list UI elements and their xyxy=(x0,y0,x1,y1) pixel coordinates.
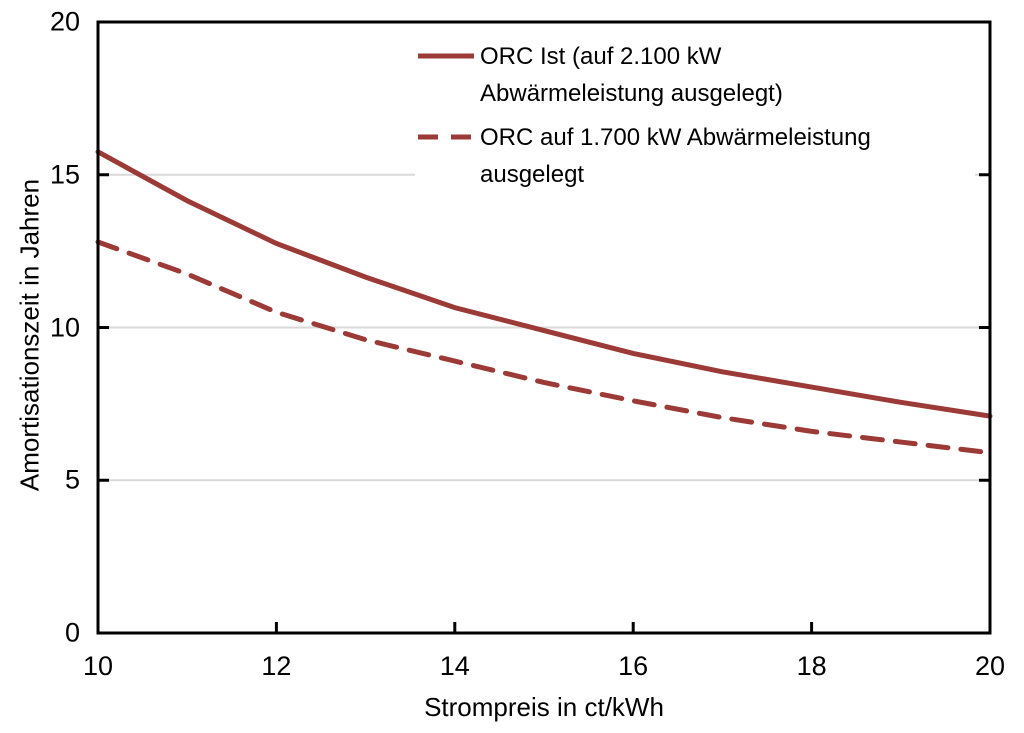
legend-label-line: ORC Ist (auf 2.100 kW xyxy=(480,43,722,70)
legend-line-dashed-icon xyxy=(418,134,474,140)
x-tick-label: 12 xyxy=(261,651,292,681)
legend-label: ORC auf 1.700 kW Abwärmeleistung ausgele… xyxy=(480,119,871,193)
y-tick-label: 20 xyxy=(49,6,80,37)
legend-label-line: Abwärmeleistung ausgelegt) xyxy=(480,80,783,107)
series-line-solid xyxy=(95,149,993,419)
legend-label-line: ausgelegt xyxy=(480,161,585,188)
y-tick-label: 15 xyxy=(49,159,80,190)
x-axis-title: Strompreis in ct/kWh xyxy=(424,692,664,722)
legend-item-orc-ist-2100kw: ORC Ist (auf 2.100 kW Abwärmeleistung au… xyxy=(415,38,975,112)
legend-label-line: ORC auf 1.700 kW Abwärmeleistung xyxy=(480,124,871,151)
legend-line-solid-icon xyxy=(418,53,474,59)
x-tick-label: 16 xyxy=(618,651,649,681)
x-tick-label: 20 xyxy=(974,651,1006,681)
y-tick-label: 5 xyxy=(64,464,80,495)
y-tick-label: 10 xyxy=(49,312,80,342)
y-tick-label: 0 xyxy=(64,617,80,648)
x-tick-label: 14 xyxy=(439,651,470,681)
x-tick-label: 10 xyxy=(82,651,114,681)
legend: ORC Ist (auf 2.100 kW Abwärmeleistung au… xyxy=(415,38,975,200)
legend-label: ORC Ist (auf 2.100 kW Abwärmeleistung au… xyxy=(480,38,783,112)
x-tick-label: 18 xyxy=(796,651,827,681)
axis-ticks xyxy=(98,173,990,633)
series-line-dashed xyxy=(95,239,993,456)
legend-item-orc-1700kw: ORC auf 1.700 kW Abwärmeleistung ausgele… xyxy=(415,119,975,193)
data-series xyxy=(95,149,993,456)
